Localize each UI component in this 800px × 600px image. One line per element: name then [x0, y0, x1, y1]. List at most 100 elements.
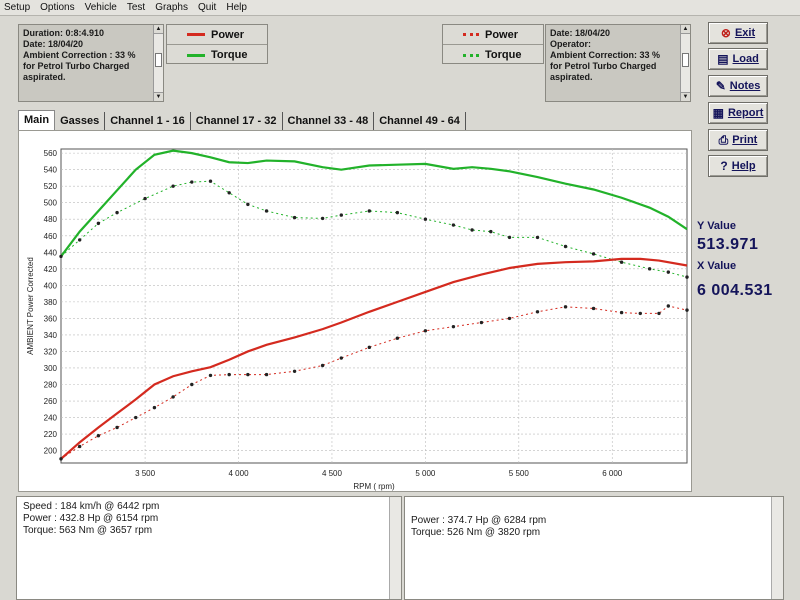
y-tick-label: 420: [44, 265, 58, 274]
menu-item-setup[interactable]: Setup: [4, 2, 31, 13]
power-swatch: [187, 33, 205, 36]
series-3-point: [77, 444, 82, 449]
series-1-point: [320, 216, 325, 221]
series-3-point: [134, 415, 138, 420]
x-tick-label: 3 500: [135, 469, 156, 478]
tab-channel-33-48[interactable]: Channel 33 - 48: [283, 112, 375, 130]
menu-item-options[interactable]: Options: [40, 2, 75, 13]
menu-item-help[interactable]: Help: [226, 2, 247, 13]
button-label: Report: [727, 107, 764, 119]
result-right-line: Torque: 526 Nm @ 3820 rpm: [411, 527, 541, 538]
y-value-label: Y Value: [697, 220, 736, 232]
series-3-point: [339, 356, 343, 360]
test-info-right: Date: 18/04/20 Operator: Ambient Correctio…: [545, 24, 691, 102]
y-tick-label: 480: [44, 215, 58, 224]
print-button[interactable]: ⎙ Print: [708, 129, 768, 151]
button-label: Print: [732, 134, 758, 146]
y-tick-label: 260: [44, 397, 58, 406]
y-tick-label: 280: [44, 381, 58, 390]
series-1-point: [489, 229, 493, 234]
series-1-point: [647, 267, 652, 271]
series-1-point: [367, 209, 372, 213]
series-1-point: [190, 180, 194, 184]
y-value: 513.971: [697, 236, 759, 253]
legend-right-torque[interactable]: Torque: [443, 45, 543, 65]
scroll-thumb[interactable]: [682, 53, 689, 67]
exit-button[interactable]: ⊗ Exit: [708, 22, 768, 44]
scroll-up-icon[interactable]: ▲: [154, 25, 163, 34]
series-0-line: [60, 149, 688, 258]
legend-left-power[interactable]: Power: [167, 25, 267, 45]
tab-main[interactable]: Main: [18, 110, 56, 130]
info-left-scrollbar[interactable]: ▲ ▼: [153, 25, 163, 101]
menu-bar: Setup Options Vehicle Test Graphs Quit Help: [0, 0, 800, 16]
legend-right-power[interactable]: Power: [443, 25, 543, 45]
scroll-thumb[interactable]: [155, 53, 162, 67]
y-tick-label: 540: [44, 166, 58, 175]
menu-item-quit[interactable]: Quit: [198, 2, 217, 13]
button-label: Exit: [734, 27, 756, 39]
load-icon: ▤: [717, 52, 729, 66]
scroll-down-icon[interactable]: ▼: [154, 92, 163, 101]
results-right: Power : 374.7 Hp @ 6284 rpm Torque: 526 N…: [404, 496, 784, 600]
series-3-point: [367, 345, 372, 350]
x-tick-label: 5 500: [509, 469, 530, 478]
scroll-down-icon[interactable]: ▼: [681, 92, 690, 101]
series-3-point: [292, 369, 297, 373]
tab-gasses[interactable]: Gasses: [55, 112, 106, 130]
series-1-point: [77, 238, 82, 242]
y-tick-label: 320: [44, 347, 58, 356]
report-button[interactable]: ▦ Report: [708, 102, 768, 124]
series-1-point: [171, 184, 175, 188]
load-button[interactable]: ▤ Load: [708, 48, 768, 70]
info-left-line: Date: 18/04/20: [23, 39, 84, 49]
plot-area: [60, 148, 688, 464]
legend-label: Torque: [211, 49, 248, 61]
exit-icon: ⊗: [720, 26, 731, 40]
tab-channel-1-16[interactable]: Channel 1 - 16: [105, 112, 191, 130]
x-value: 6 004.531: [697, 282, 773, 299]
scroll-up-icon[interactable]: ▲: [681, 25, 690, 34]
tab-channel-17-32[interactable]: Channel 17 - 32: [191, 112, 283, 130]
info-left-line: Duration: 0:8:4.910: [23, 28, 105, 38]
y-tick-label: 220: [44, 430, 58, 439]
x-tick-label: 5 000: [415, 469, 436, 478]
series-1-point: [96, 221, 101, 226]
menu-item-graphs[interactable]: Graphs: [155, 2, 188, 13]
legend-left-torque[interactable]: Torque: [167, 45, 267, 65]
info-right-scrollbar[interactable]: ▲ ▼: [680, 25, 690, 101]
y-tick-label: 200: [44, 447, 58, 456]
series-3-point: [190, 382, 194, 387]
y-tick-label: 340: [44, 331, 58, 340]
menu-item-vehicle[interactable]: Vehicle: [84, 2, 117, 13]
series-1-point: [470, 228, 474, 232]
series-3-point: [320, 363, 325, 368]
series-1-point: [507, 235, 512, 240]
results-left: Speed : 184 km/h @ 6442 rpm Power : 432.8…: [16, 496, 402, 600]
series-1-point: [227, 191, 231, 195]
help-button[interactable]: ? Help: [708, 155, 768, 177]
result-left-line: Torque: 563 Nm @ 3657 rpm: [23, 525, 153, 536]
series-3-point: [507, 316, 512, 321]
legend-right: Power Torque: [442, 24, 544, 64]
notes-icon: ✎: [715, 79, 726, 93]
y-tick-label: 400: [44, 281, 58, 290]
result-left-line: Speed : 184 km/h @ 6442 rpm: [23, 501, 160, 512]
legend-label: Power: [211, 28, 245, 41]
tab-channel-49-64[interactable]: Channel 49 - 64: [374, 112, 466, 130]
series-3-point: [563, 305, 568, 309]
series-3-point: [264, 372, 269, 377]
info-right-line: Operator:: [550, 39, 592, 49]
info-right-line: Ambient Correction: 33 %: [550, 50, 661, 60]
results-left-scrollbar[interactable]: [389, 497, 401, 599]
notes-button[interactable]: ✎ Notes: [708, 75, 768, 97]
series-1-point: [395, 210, 400, 215]
results-right-scrollbar[interactable]: [771, 497, 783, 599]
series-1-point: [292, 215, 297, 220]
info-left-line: aspirated.: [23, 72, 66, 82]
menu-item-test[interactable]: Test: [126, 2, 146, 13]
series-2-line: [60, 257, 688, 460]
torque-swatch: [187, 53, 205, 57]
series-1-point: [246, 202, 250, 207]
y-tick-label: 240: [44, 414, 58, 423]
